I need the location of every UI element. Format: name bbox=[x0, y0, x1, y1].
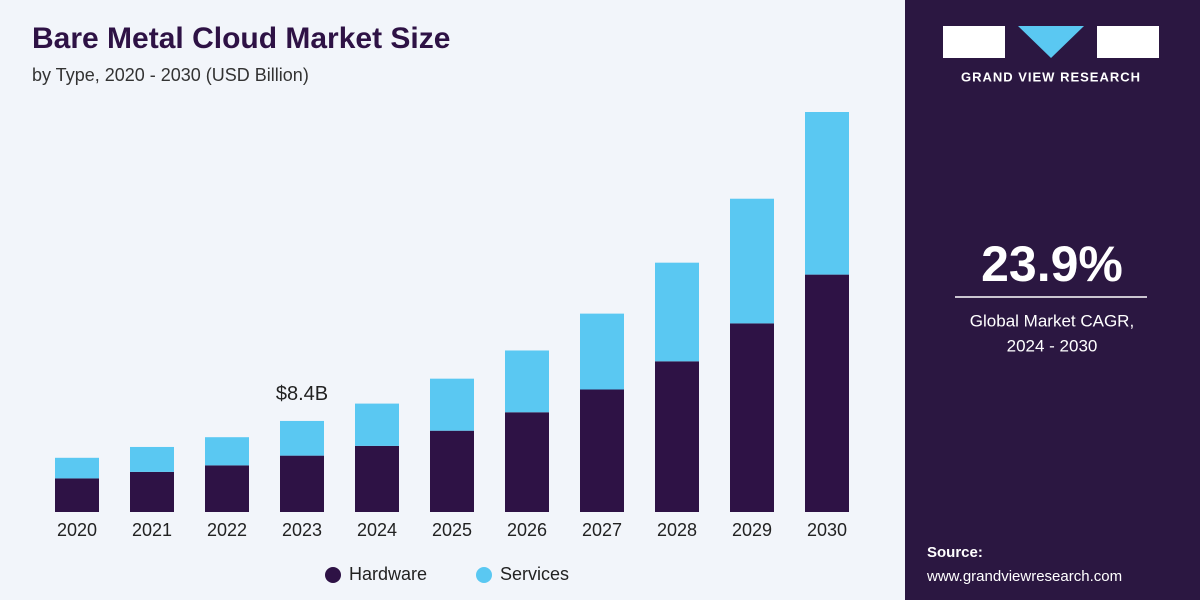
bar-segment bbox=[355, 403, 399, 446]
bar-segment bbox=[430, 430, 474, 512]
source-label: Source: bbox=[927, 544, 983, 561]
x-tick-label: 2020 bbox=[57, 520, 97, 540]
bar-segment bbox=[55, 478, 99, 512]
x-tick-label: 2030 bbox=[807, 520, 847, 540]
bar-segment bbox=[205, 437, 249, 466]
bar-segment bbox=[280, 455, 324, 512]
legend-label: Hardware bbox=[349, 564, 427, 584]
cagr-label: Global Market CAGR, bbox=[970, 311, 1134, 330]
cagr-value: 23.9% bbox=[981, 236, 1123, 292]
source-url[interactable]: www.grandviewresearch.com bbox=[926, 568, 1122, 585]
bar-segment bbox=[730, 198, 774, 324]
bar-segment bbox=[55, 457, 99, 479]
legend-label: Services bbox=[500, 564, 569, 584]
logo-g bbox=[943, 26, 1005, 58]
chart-subtitle: by Type, 2020 - 2030 (USD Billion) bbox=[32, 65, 309, 85]
logo bbox=[943, 26, 1159, 58]
x-tick-label: 2024 bbox=[357, 520, 397, 540]
x-tick-label: 2029 bbox=[732, 520, 772, 540]
bar-segment bbox=[355, 445, 399, 512]
bar-segment bbox=[205, 465, 249, 512]
bar-segment bbox=[430, 378, 474, 431]
bar-segment bbox=[280, 420, 324, 456]
brand-name: GRAND VIEW RESEARCH bbox=[961, 69, 1141, 84]
bar-segment bbox=[655, 262, 699, 362]
data-label: $8.4B bbox=[276, 383, 328, 405]
bar-segment bbox=[505, 350, 549, 413]
bar-segment bbox=[730, 323, 774, 512]
bar-segment bbox=[505, 412, 549, 512]
x-tick-label: 2022 bbox=[207, 520, 247, 540]
sidebar-background bbox=[905, 0, 1200, 600]
x-tick-label: 2026 bbox=[507, 520, 547, 540]
bar-segment bbox=[130, 471, 174, 512]
x-tick-label: 2025 bbox=[432, 520, 472, 540]
bar-segment bbox=[805, 274, 849, 512]
cagr-label: 2024 - 2030 bbox=[1007, 336, 1098, 355]
logo-v bbox=[1018, 26, 1084, 58]
legend-marker bbox=[325, 567, 341, 583]
chart-title: Bare Metal Cloud Market Size bbox=[32, 22, 450, 55]
logo-r bbox=[1097, 26, 1159, 58]
bar-segment bbox=[805, 112, 849, 275]
x-tick-label: 2027 bbox=[582, 520, 622, 540]
bar-segment bbox=[580, 389, 624, 512]
bar-segment bbox=[655, 361, 699, 512]
bar-segment bbox=[130, 446, 174, 472]
legend-marker bbox=[476, 567, 492, 583]
bar-segment bbox=[580, 313, 624, 390]
x-tick-label: 2021 bbox=[132, 520, 172, 540]
x-tick-label: 2023 bbox=[282, 520, 322, 540]
x-tick-label: 2028 bbox=[657, 520, 697, 540]
